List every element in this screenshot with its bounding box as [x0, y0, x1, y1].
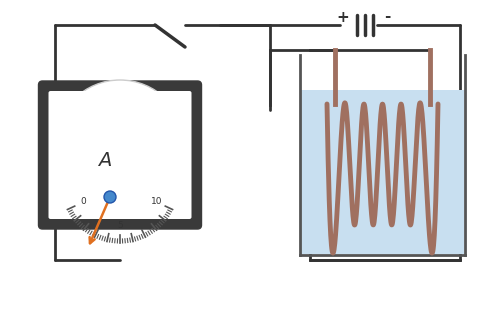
Circle shape: [104, 191, 116, 203]
Text: A: A: [98, 151, 112, 169]
Bar: [301, 90, 464, 254]
Circle shape: [55, 80, 185, 210]
Text: +: +: [336, 9, 349, 25]
Text: 10: 10: [150, 198, 162, 206]
Text: 5: 5: [117, 220, 123, 230]
Text: 0: 0: [81, 198, 86, 206]
FancyBboxPatch shape: [48, 91, 192, 219]
FancyBboxPatch shape: [38, 81, 202, 229]
Text: -: -: [384, 9, 390, 25]
